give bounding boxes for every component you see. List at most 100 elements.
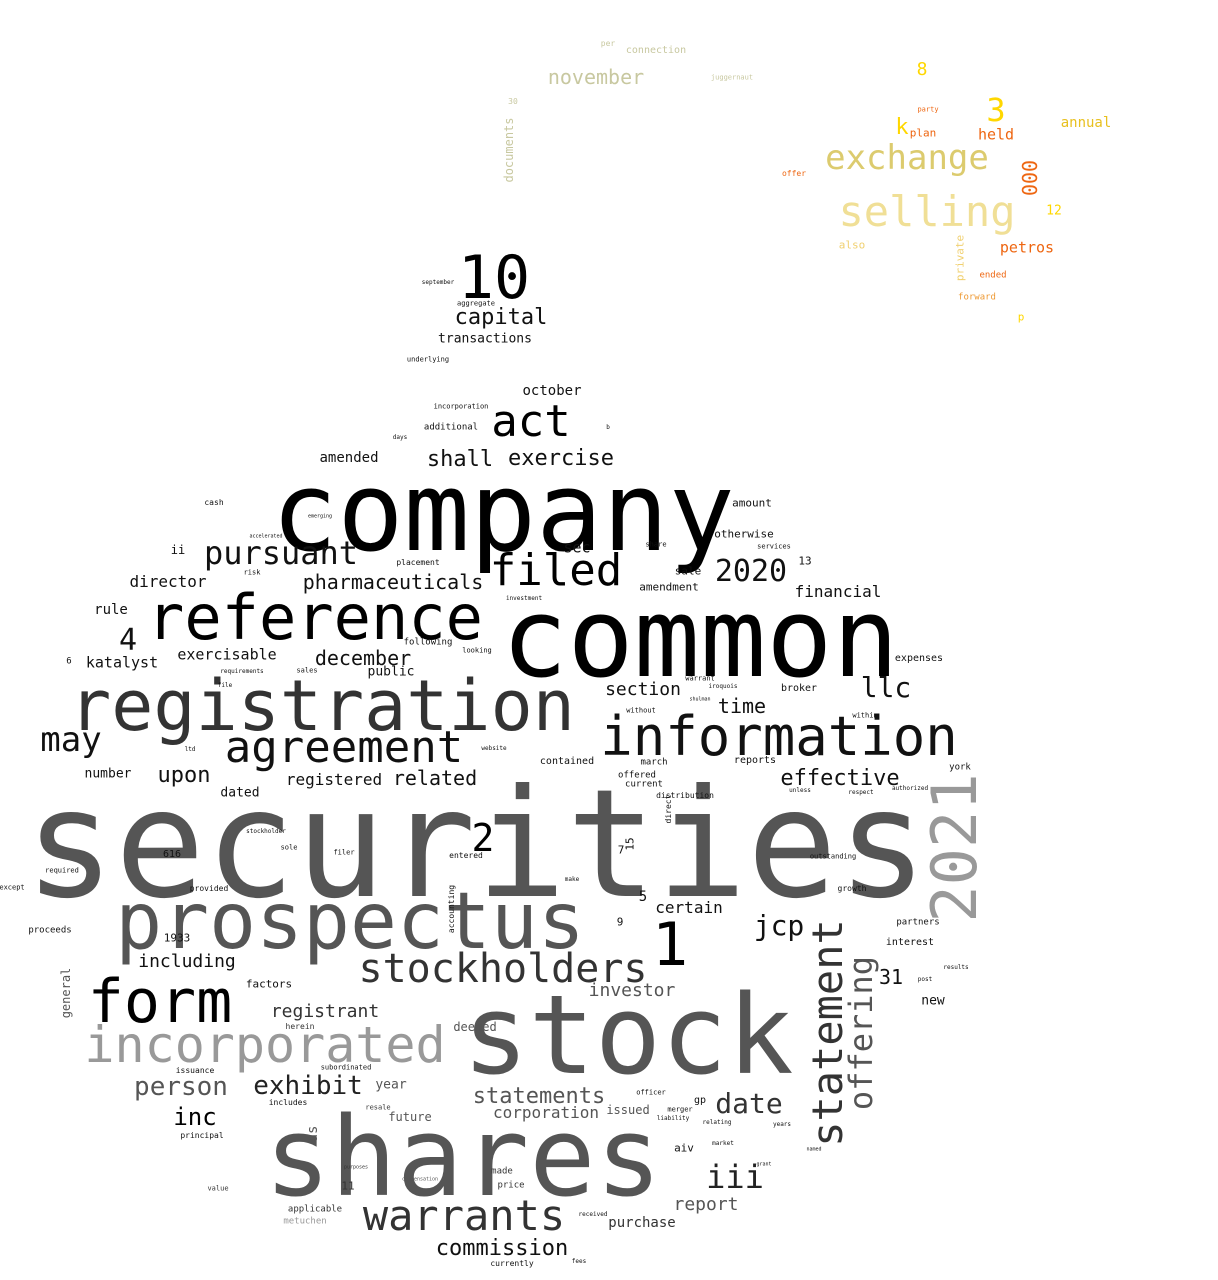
word: 11: [341, 1179, 355, 1193]
word: amount: [732, 496, 772, 510]
word: underlying: [406, 355, 450, 364]
word: contained: [539, 756, 595, 767]
word: deemed: [453, 1020, 497, 1034]
word: sole: [280, 843, 298, 852]
word: investor: [588, 980, 676, 1001]
word: gp: [693, 1095, 707, 1106]
word: registered: [285, 770, 383, 789]
word: 12: [1046, 203, 1062, 219]
word: inc: [173, 1103, 217, 1131]
word: general: [59, 967, 73, 1019]
word: factors: [245, 977, 293, 991]
word: company: [271, 448, 735, 576]
word: statements: [472, 1084, 606, 1109]
word: per: [600, 39, 616, 48]
word: placement: [396, 558, 440, 567]
word: proceeds: [28, 925, 72, 936]
word: dated: [220, 785, 260, 801]
word: november: [547, 65, 645, 89]
word: p: [1017, 310, 1025, 324]
word: 15: [623, 837, 637, 851]
word: requirements: [220, 668, 264, 675]
word: incorporation: [433, 402, 489, 411]
word: pharmaceuticals: [302, 570, 484, 594]
word: stockholders: [358, 946, 648, 992]
word: liability: [656, 1115, 690, 1122]
word: aiv: [674, 1141, 694, 1155]
word: october: [522, 383, 582, 399]
word: 1933: [163, 931, 191, 945]
word: petros: [999, 238, 1055, 257]
word: outstanding: [809, 852, 857, 861]
word: ii: [170, 543, 186, 557]
word: growth: [837, 884, 867, 893]
word: current: [625, 779, 663, 790]
word: 9: [616, 915, 624, 929]
word: amended: [319, 450, 379, 466]
word: risk: [243, 568, 261, 577]
word: 2021: [918, 773, 991, 923]
word: party: [917, 105, 939, 114]
word: required: [45, 866, 79, 875]
word: services: [757, 542, 791, 551]
word: merger: [667, 1105, 693, 1114]
word: price: [497, 1180, 525, 1191]
word: shares: [264, 1093, 662, 1221]
word: commission: [435, 1236, 569, 1261]
word: amendment: [639, 580, 699, 594]
word: interest: [885, 937, 935, 948]
word: registration: [69, 665, 575, 747]
word: b: [606, 424, 610, 431]
word: form: [87, 967, 233, 1037]
word: capital: [454, 305, 548, 330]
word: 31: [878, 965, 904, 989]
word: filer: [333, 848, 355, 857]
word: within: [852, 711, 878, 720]
word: without: [626, 706, 656, 715]
word: entered: [449, 851, 483, 860]
word: days: [392, 434, 408, 441]
word: registrant: [270, 1001, 380, 1022]
word: accounting: [447, 884, 456, 934]
word: exercise: [508, 446, 614, 471]
word: looking: [462, 646, 492, 655]
word: agreement: [224, 722, 464, 773]
word: private: [953, 234, 967, 282]
word: may: [40, 720, 102, 760]
word: march: [640, 757, 668, 768]
word: named: [806, 1146, 822, 1153]
word: authorized: [891, 785, 929, 792]
word: december: [314, 646, 412, 670]
word: shall: [426, 447, 494, 472]
word: york: [949, 762, 971, 773]
word: stockholder: [246, 828, 286, 835]
word: exercisable: [177, 645, 277, 664]
word: aggregate: [457, 299, 495, 308]
word: stock: [462, 971, 794, 1099]
word: unless: [789, 787, 811, 794]
word: plan: [909, 126, 937, 140]
word: officer: [636, 1088, 666, 1097]
word: grant: [756, 1161, 772, 1168]
word: shulman: [689, 696, 711, 703]
word: investment: [505, 595, 543, 602]
word: new: [921, 993, 945, 1009]
word: metuchen: [283, 1216, 327, 1227]
word: director: [129, 572, 207, 591]
word: following: [403, 637, 453, 648]
word: value: [207, 1184, 229, 1193]
word: related: [392, 766, 478, 790]
word: september: [421, 279, 455, 286]
word: direct: [664, 794, 673, 824]
word: includes: [268, 1098, 308, 1107]
word: offered: [618, 770, 656, 781]
word: public: [367, 664, 415, 680]
word: rule: [94, 602, 128, 618]
word: cash: [204, 498, 224, 507]
word: 5: [638, 889, 648, 905]
word: number: [84, 766, 132, 782]
word: jcp: [753, 909, 805, 942]
word: corporation: [493, 1103, 599, 1122]
word: securities: [24, 758, 928, 932]
